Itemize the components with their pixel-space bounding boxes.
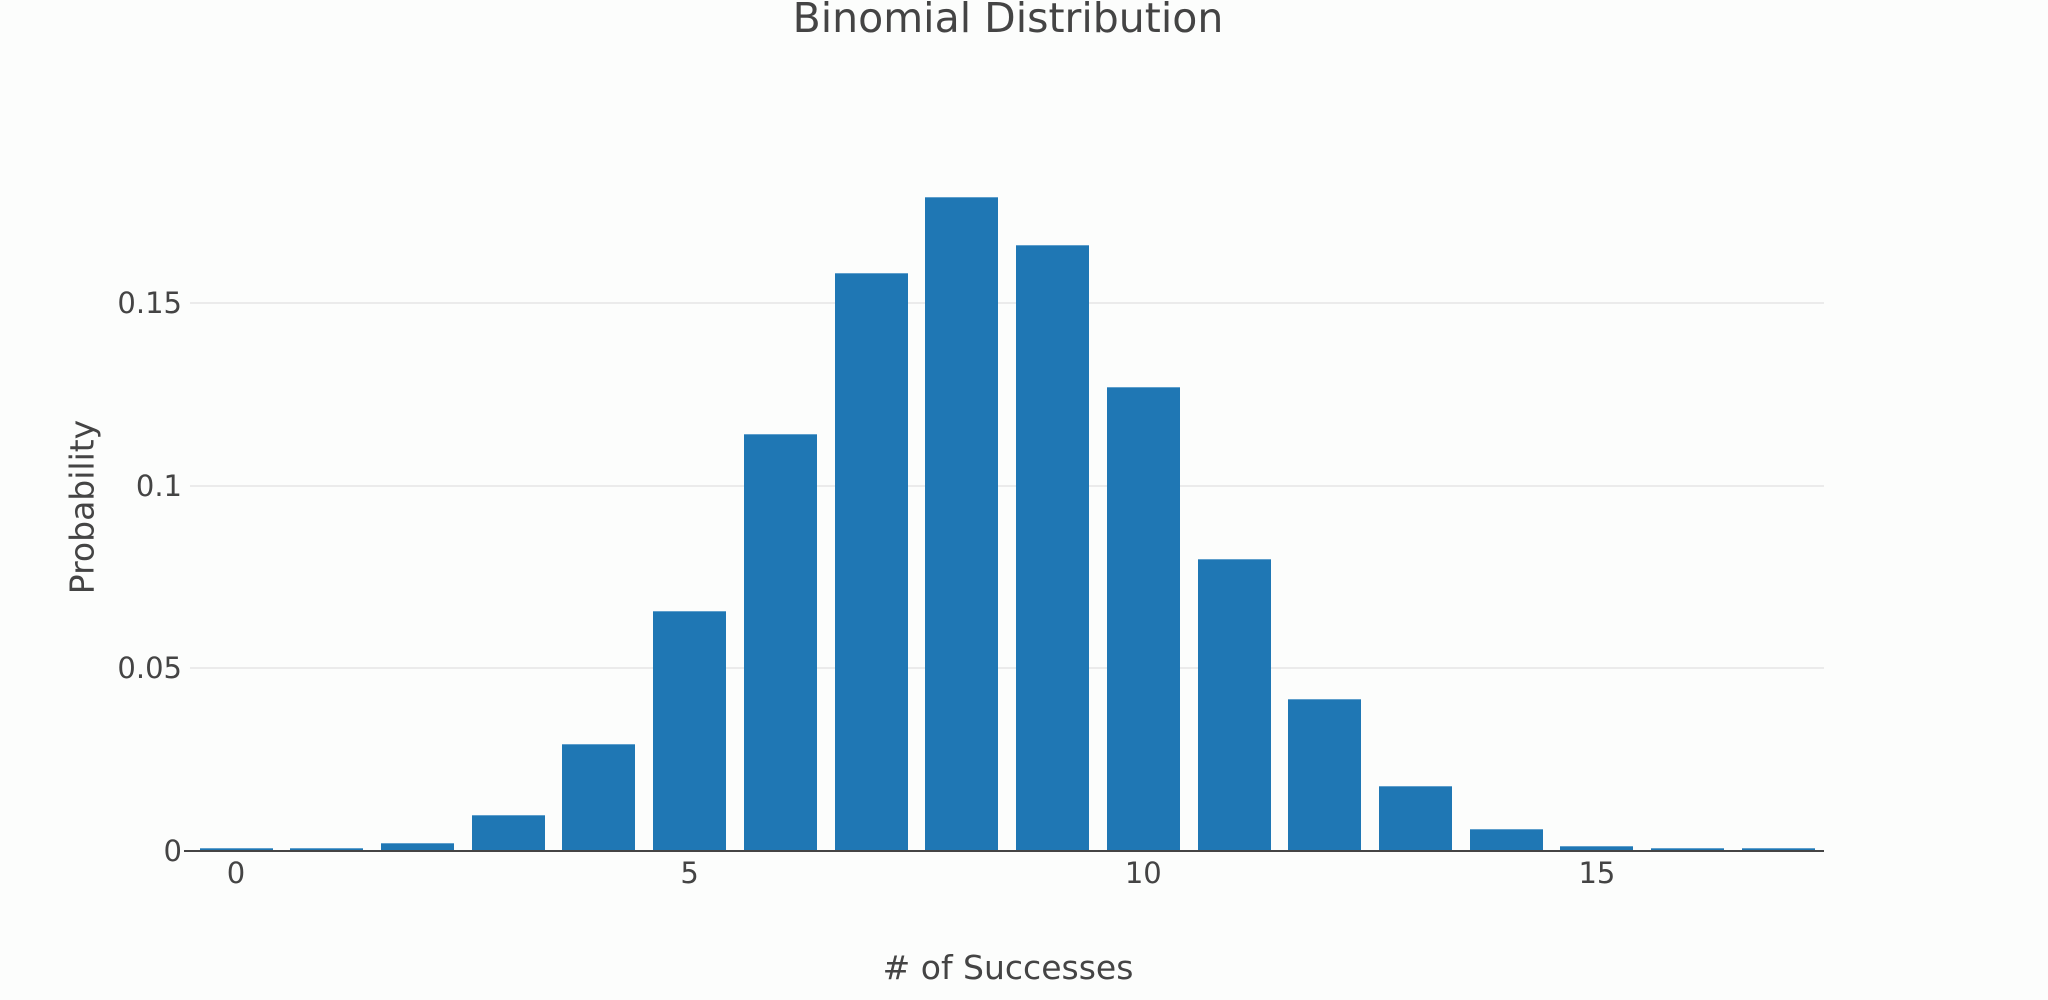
bar-2 xyxy=(380,842,454,851)
bar-8 xyxy=(925,197,999,851)
bar-1 xyxy=(290,848,364,851)
x-tick-label: 0 xyxy=(226,856,246,890)
bar-12 xyxy=(1288,699,1362,851)
y-tick-label: 0 xyxy=(163,834,182,868)
x-tick-label: 10 xyxy=(1124,856,1162,890)
bar-6 xyxy=(743,434,817,851)
bar-14 xyxy=(1469,829,1543,851)
y-tick-label: 0.05 xyxy=(117,651,182,686)
gridline xyxy=(190,667,1824,670)
bar-17 xyxy=(1741,848,1815,851)
y-zero-tick xyxy=(184,850,192,852)
bar-3 xyxy=(471,814,545,851)
x-tick-label: 5 xyxy=(680,856,699,890)
bar-4 xyxy=(562,743,636,851)
x-tick-label: 15 xyxy=(1578,856,1616,890)
bar-11 xyxy=(1197,558,1271,851)
bar-13 xyxy=(1378,785,1452,851)
x-axis-label: # of Successes xyxy=(882,948,1134,987)
gridline xyxy=(190,302,1824,305)
y-tick-label: 0.15 xyxy=(117,286,182,321)
bar-5 xyxy=(653,610,727,851)
bar-9 xyxy=(1016,244,1090,851)
bar-16 xyxy=(1651,848,1725,851)
gridline xyxy=(190,484,1824,487)
bar-10 xyxy=(1106,387,1180,851)
bar-7 xyxy=(834,273,908,851)
chart-title: Binomial Distribution xyxy=(792,0,1224,42)
bar-15 xyxy=(1560,845,1634,851)
x-axis-line xyxy=(190,850,1824,852)
bar-0 xyxy=(199,848,273,851)
y-tick-label: 0.1 xyxy=(135,468,182,503)
y-axis-label: Probability xyxy=(62,419,102,595)
